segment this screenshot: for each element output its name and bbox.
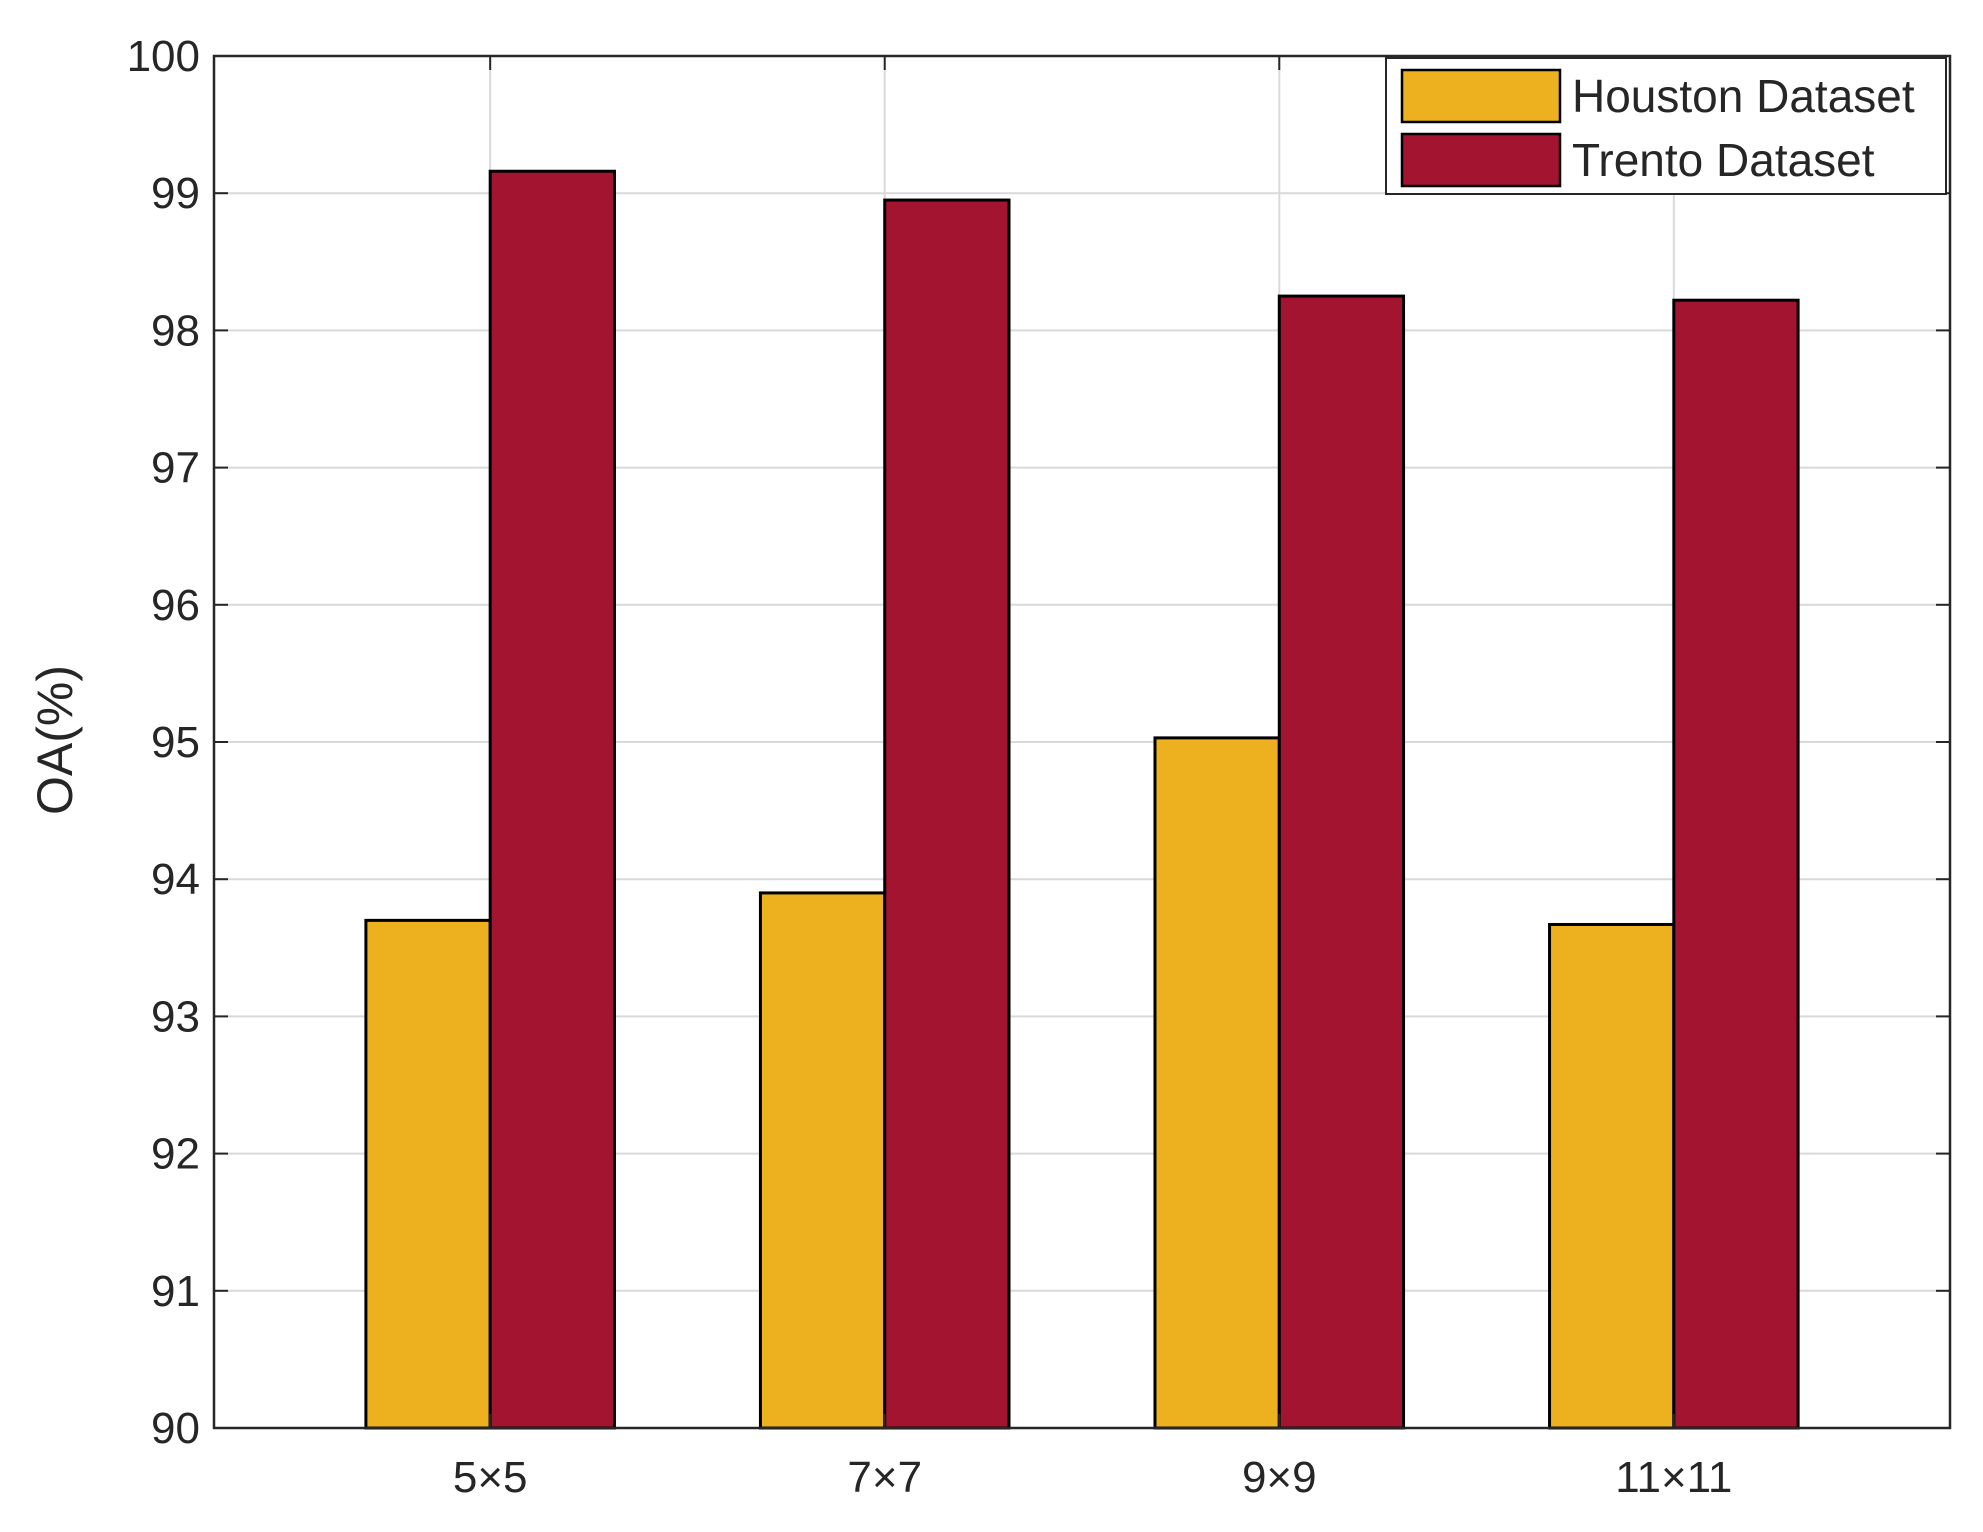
- bar-houston: [758, 891, 887, 1430]
- y-tick-label: 96: [151, 581, 200, 630]
- legend: Houston Dataset Trento Dataset: [1385, 57, 1947, 195]
- bars: [364, 169, 1800, 1430]
- legend-swatch: [1400, 68, 1562, 124]
- legend-label: Houston Dataset: [1572, 70, 1915, 122]
- x-tick-label: 11×11: [1615, 1453, 1732, 1502]
- bar-trento: [488, 169, 616, 1430]
- y-tick-label: 94: [151, 855, 200, 904]
- x-tick-label: 7×7: [847, 1453, 922, 1502]
- bar-trento: [883, 198, 1011, 1430]
- bar-trento: [1672, 298, 1800, 1430]
- x-tick-label: 9×9: [1242, 1453, 1317, 1502]
- y-tick-label: 100: [127, 32, 200, 81]
- y-tick-label: 98: [151, 306, 200, 355]
- y-tick-label: 95: [151, 718, 200, 767]
- bar-houston: [1548, 922, 1676, 1430]
- y-tick-label: 99: [151, 169, 200, 218]
- y-tick-label: 91: [151, 1267, 200, 1316]
- y-tick-label: 90: [151, 1404, 200, 1453]
- y-tick-label: 97: [151, 444, 200, 493]
- legend-swatch: [1400, 132, 1562, 188]
- y-tick-label: 92: [151, 1130, 200, 1179]
- plot-frame: [212, 54, 1952, 1430]
- x-tick-label: 5×5: [453, 1453, 528, 1502]
- bar-trento: [1277, 294, 1406, 1430]
- axes: [212, 54, 1952, 1430]
- bar-houston: [364, 918, 492, 1430]
- y-tick-label: 93: [151, 992, 200, 1041]
- tick-labels: 90 91 92 93 94 95 96 97 98 99 100 5×5 7×7 9×9 11×11: [127, 32, 1733, 1502]
- y-axis-label: OA(%): [27, 665, 83, 815]
- legend-label: Trento Dataset: [1572, 134, 1875, 186]
- bar-houston: [1153, 736, 1281, 1430]
